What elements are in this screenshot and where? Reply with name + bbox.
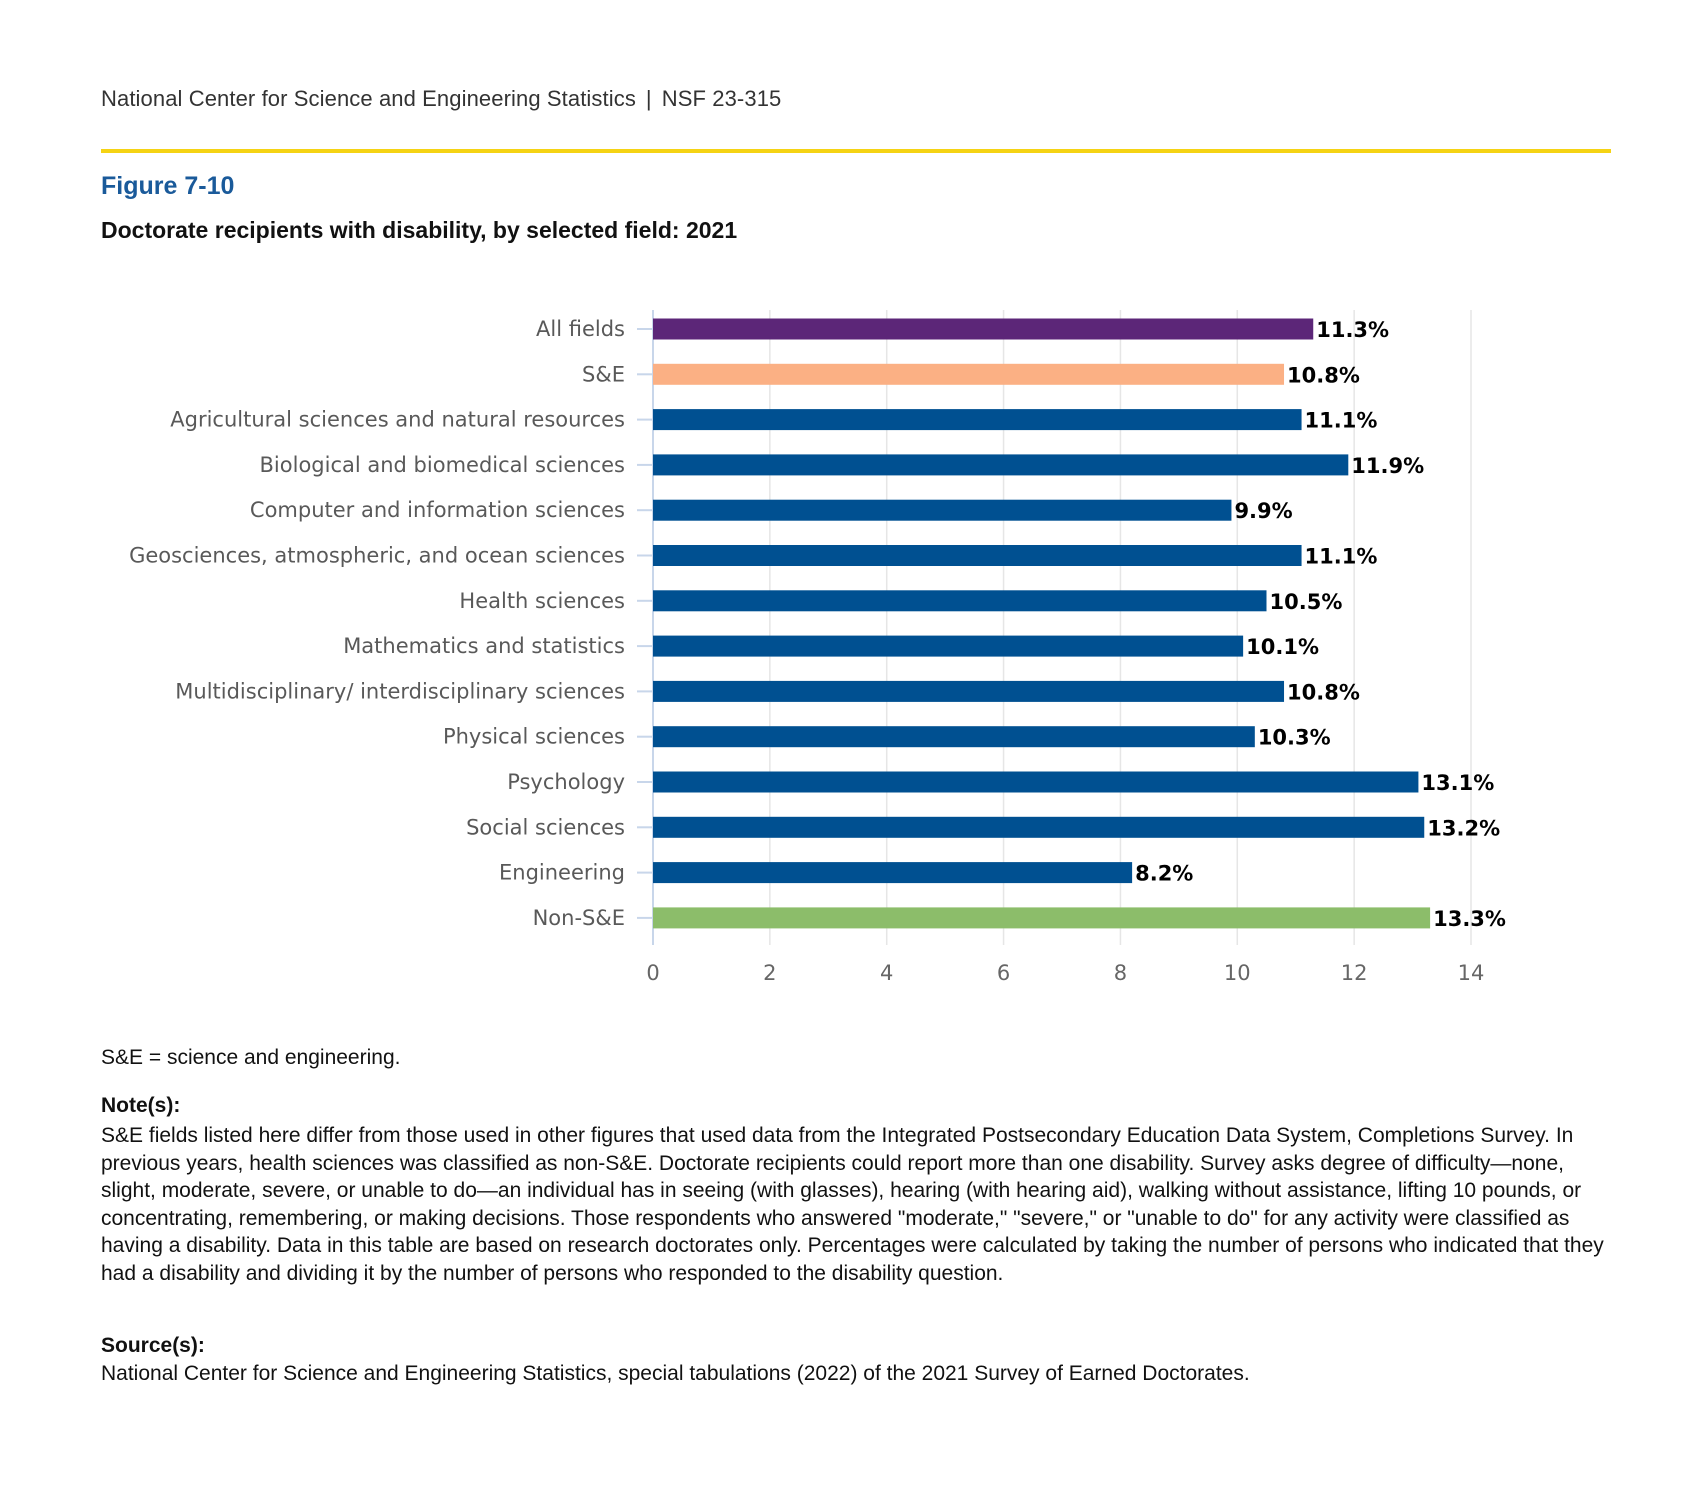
- category-label: Multidisciplinary/ interdisciplinary sci…: [175, 679, 625, 703]
- value-label: 13.3%: [1433, 907, 1506, 931]
- value-label: 9.9%: [1234, 499, 1292, 523]
- source-text: National Center for Science and Engineer…: [101, 1362, 1616, 1386]
- notes-heading: Note(s):: [101, 1094, 180, 1118]
- value-label: 13.2%: [1427, 816, 1500, 840]
- value-label: 10.8%: [1287, 680, 1360, 704]
- category-label: Geosciences, atmospheric, and ocean scie…: [129, 544, 625, 568]
- category-label: Computer and information sciences: [250, 498, 625, 522]
- value-label: 8.2%: [1135, 862, 1193, 886]
- value-label: 10.5%: [1270, 590, 1343, 614]
- notes-text: S&E fields listed here differ from those…: [101, 1122, 1616, 1287]
- abbreviation-note: S&E = science and engineering.: [101, 1046, 400, 1070]
- category-label: Physical sciences: [443, 725, 625, 749]
- source-heading: Source(s):: [101, 1334, 205, 1358]
- bar: [653, 590, 1267, 611]
- x-tick-label: 8: [1114, 961, 1127, 985]
- bar: [653, 862, 1132, 883]
- x-tick-label: 10: [1224, 961, 1251, 985]
- category-label: Agricultural sciences and natural resour…: [170, 408, 625, 432]
- bar: [653, 364, 1284, 385]
- x-tick-label: 0: [646, 961, 659, 985]
- x-tick-label: 4: [880, 961, 893, 985]
- category-label: Psychology: [507, 770, 625, 794]
- value-label: 11.9%: [1351, 454, 1424, 478]
- category-label: S&E: [582, 362, 625, 386]
- category-label: Non-S&E: [533, 906, 625, 930]
- bar: [653, 817, 1424, 838]
- category-label: Health sciences: [459, 589, 625, 613]
- bar: [653, 772, 1418, 793]
- category-label: Social sciences: [466, 815, 625, 839]
- category-label: Engineering: [499, 861, 625, 885]
- value-label: 10.1%: [1246, 635, 1319, 659]
- value-label: 11.3%: [1316, 318, 1389, 342]
- bar: [653, 907, 1430, 928]
- category-label: Mathematics and statistics: [343, 634, 625, 658]
- value-label: 10.3%: [1258, 726, 1331, 750]
- bar: [653, 545, 1302, 566]
- value-label: 10.8%: [1287, 363, 1360, 387]
- bar: [653, 454, 1348, 475]
- bar: [653, 319, 1313, 340]
- value-label: 11.1%: [1305, 409, 1378, 433]
- bar: [653, 409, 1302, 430]
- bar: [653, 681, 1284, 702]
- value-label: 11.1%: [1305, 545, 1378, 569]
- category-label: All fields: [536, 317, 625, 341]
- x-tick-label: 12: [1341, 961, 1368, 985]
- x-tick-label: 14: [1458, 961, 1485, 985]
- bar: [653, 636, 1243, 657]
- category-label: Biological and biomedical sciences: [260, 453, 625, 477]
- x-tick-label: 6: [997, 961, 1010, 985]
- value-label: 13.1%: [1421, 771, 1494, 795]
- bar: [653, 726, 1255, 747]
- bar-chart: 0 2 4 6 8 10 12 14 All fields 11.3% S&E 10.8% Agricu…: [0, 0, 1699, 1000]
- x-tick-label: 2: [763, 961, 776, 985]
- bar: [653, 500, 1231, 521]
